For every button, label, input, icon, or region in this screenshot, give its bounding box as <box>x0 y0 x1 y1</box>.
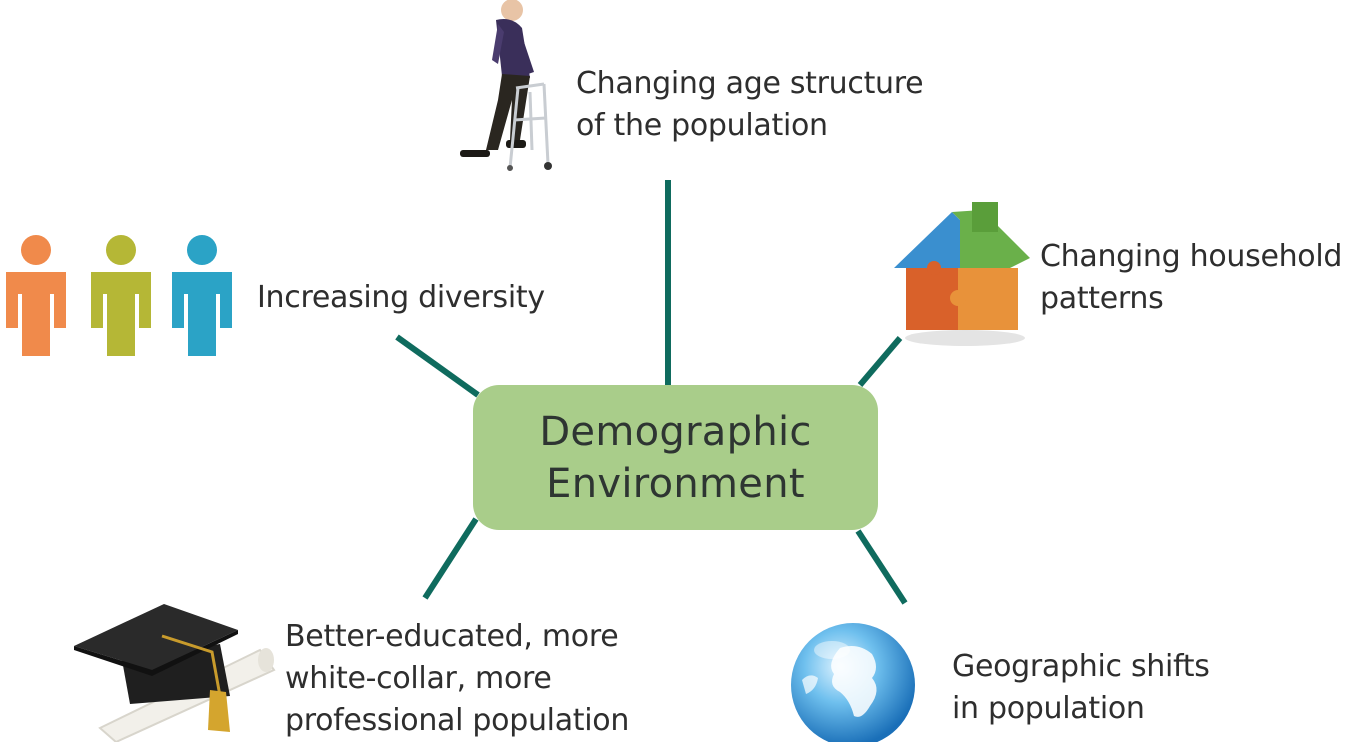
label-education: Better-educated, more white-collar, more… <box>285 619 630 738</box>
connector-education <box>422 517 479 600</box>
graduation-cap-icon <box>74 604 276 742</box>
label-geography: Geographic shifts in population <box>952 649 1210 726</box>
person-teal-icon <box>172 235 232 356</box>
elderly-walker-icon <box>460 0 552 171</box>
center-title-line2: Environment <box>546 460 805 507</box>
person-olive-icon <box>91 235 151 356</box>
center-topic-box: Demographic Environment <box>473 385 878 530</box>
connector-diversity <box>395 334 480 398</box>
globe-icon <box>791 623 915 742</box>
center-title-line1: Demographic <box>539 408 812 455</box>
people-figures-icon <box>6 235 232 356</box>
label-age-structure: Changing age structure of the population <box>576 66 924 143</box>
connector-geography <box>855 529 908 605</box>
person-orange-icon <box>6 235 66 356</box>
label-household: Changing household patterns <box>1040 239 1343 316</box>
puzzle-house-icon <box>894 202 1030 346</box>
connector-household <box>857 336 903 387</box>
label-diversity: Increasing diversity <box>257 280 545 315</box>
